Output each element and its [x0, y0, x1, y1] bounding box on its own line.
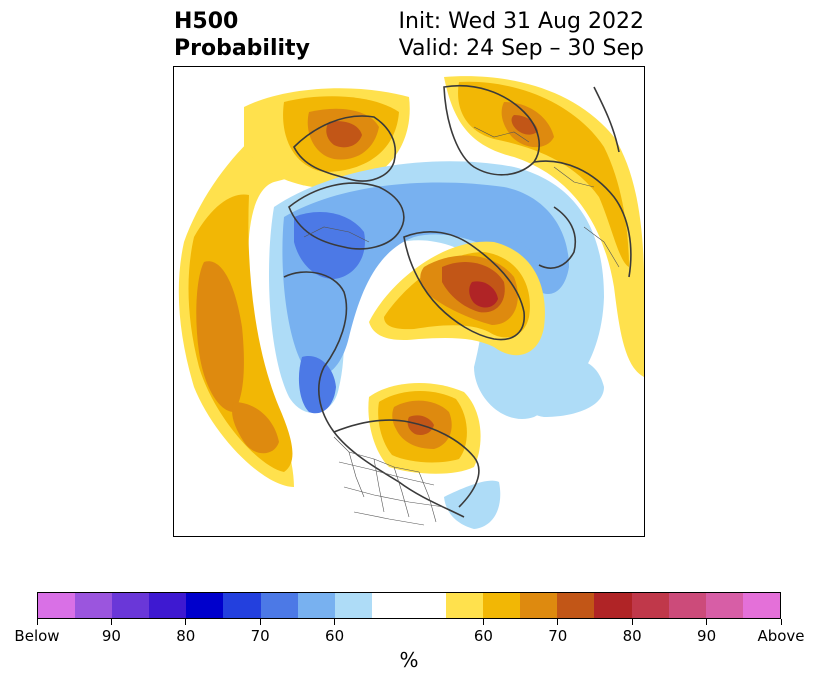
colorbar	[37, 592, 781, 619]
colorbar-unit-label: %	[399, 648, 419, 672]
colorbar-tick	[185, 619, 187, 625]
map-dates: Init: Wed 31 Aug 2022 Valid: 24 Sep – 30…	[399, 8, 644, 62]
colorbar-tick-label: 70	[250, 627, 270, 645]
anomaly-region-europe-65	[458, 81, 629, 267]
colorbar-tick-label: 80	[622, 627, 642, 645]
colorbar-segment	[520, 593, 558, 618]
colorbar-segment	[594, 593, 632, 618]
anomaly-region-greenland-80	[469, 281, 498, 308]
colorbar-tick	[259, 619, 261, 625]
colorbar-tick	[631, 619, 633, 625]
colorbar-segment	[668, 593, 706, 618]
colorbar-tick-label: 60	[473, 627, 493, 645]
colorbar-tick-label: 90	[697, 627, 717, 645]
colorbar-segment	[297, 593, 335, 618]
colorbar-segment	[446, 593, 484, 618]
map-title: H500 Probability	[174, 8, 310, 62]
colorbar-segment	[371, 593, 409, 618]
colorbar-tick	[334, 619, 336, 625]
colorbar-segment	[149, 593, 187, 618]
coastlines	[283, 84, 632, 518]
anomaly-region-pacific-south-70	[232, 402, 279, 454]
title-variable: H500	[174, 9, 239, 34]
colorbar-segment	[631, 593, 669, 618]
anomaly-region-atlantic-55	[514, 358, 604, 417]
colorbar-segment	[334, 593, 372, 618]
colorbar-tick	[706, 619, 708, 625]
colorbar-segment	[223, 593, 261, 618]
anomaly-region-europe-75	[511, 115, 538, 135]
colorbar-segment	[483, 593, 521, 618]
political-boundaries	[303, 126, 620, 526]
colorbar-tick-label: Below	[14, 627, 60, 645]
anomaly-region-arctic-70	[294, 212, 365, 279]
probability-map	[173, 66, 645, 537]
colorbar-tick-label: 60	[325, 627, 345, 645]
colorbar-tick	[780, 619, 782, 625]
colorbar-tick-label: 90	[101, 627, 121, 645]
colorbar-tick	[557, 619, 559, 625]
anomaly-region-pacific-70	[196, 261, 244, 412]
colorbar-segment	[705, 593, 743, 618]
colorbar-tick-label: 80	[176, 627, 196, 645]
colorbar-segment	[260, 593, 298, 618]
colorbar-tick-label: 70	[548, 627, 568, 645]
colorbar-segment	[186, 593, 224, 618]
title-quantity: Probability	[174, 36, 310, 61]
colorbar-segment	[408, 593, 447, 618]
anomaly-region-canada-70	[298, 356, 336, 414]
anomaly-region-southeast-55	[444, 480, 501, 529]
colorbar-tick	[482, 619, 484, 625]
init-date: Init: Wed 31 Aug 2022	[398, 9, 644, 34]
colorbar-segment	[742, 593, 780, 618]
colorbar-segment	[557, 593, 595, 618]
anomaly-region-north-75	[326, 121, 362, 148]
anomaly-region-siberia-65	[503, 197, 564, 259]
valid-range: Valid: 24 Sep – 30 Sep	[398, 36, 644, 61]
polar-projection-map	[178, 76, 644, 529]
colorbar-segment	[38, 593, 76, 618]
colorbar-segment	[112, 593, 150, 618]
colorbar-tick	[36, 619, 38, 625]
colorbar-segment	[75, 593, 113, 618]
colorbar-tick-label: Above	[757, 627, 805, 645]
colorbar-tick	[110, 619, 112, 625]
